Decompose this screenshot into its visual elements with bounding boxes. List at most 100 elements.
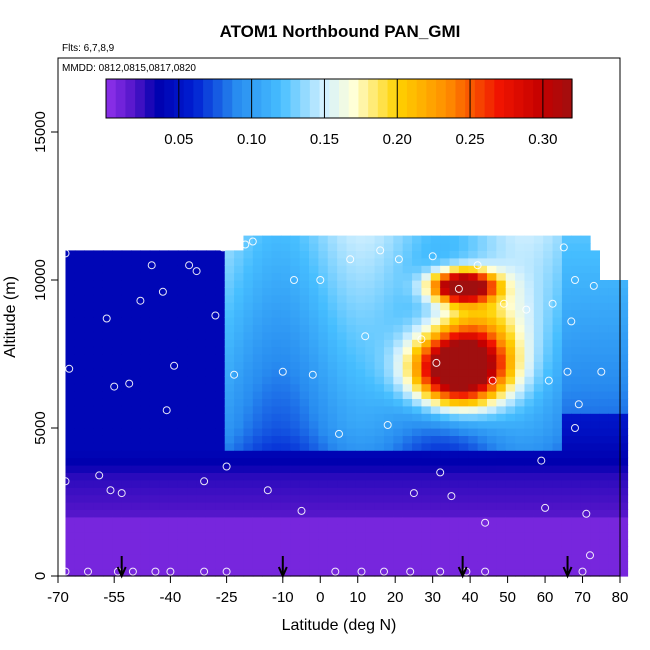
colorbar-segment [504,79,515,118]
heatmap-cell [290,413,301,422]
heatmap-cell [74,391,85,399]
heatmap-cell [131,309,142,318]
chart-title: ATOM1 Northbound PAN_GMI [220,22,461,41]
heatmap-cell [421,487,432,496]
heatmap-cell [149,568,160,577]
heatmap-cell [159,546,170,555]
heatmap-cell [131,546,142,555]
heatmap-cell [234,539,245,547]
heatmap-cell [318,250,329,259]
heatmap-cell [533,287,544,296]
heatmap-cell [102,539,113,547]
heatmap-cell [93,302,104,311]
heatmap-cell [486,413,497,422]
heatmap-cell [468,235,479,244]
heatmap-cell [374,265,385,274]
heatmap-cell [355,450,366,459]
heatmap-cell [215,391,226,399]
heatmap-cell [571,294,582,303]
heatmap-cell [515,450,526,459]
sample-point [65,364,74,373]
heatmap-cell [65,524,76,533]
heatmap-cell [177,287,188,296]
heatmap-cell [515,494,526,503]
heatmap-cell [430,354,441,362]
heatmap-cell [112,546,123,555]
heatmap-cell [571,398,582,407]
heatmap-cell [552,553,563,562]
heatmap-cell [440,257,451,266]
heatmap-cell [393,309,404,318]
heatmap-cell [234,479,245,488]
heatmap-cell [524,368,535,377]
heatmap-cell [533,450,544,459]
heatmap-cell [74,265,85,274]
heatmap-cell [299,457,310,466]
heatmap-cell [533,561,544,570]
heatmap-cell [421,324,432,333]
heatmap-cell [412,376,423,385]
heatmap-cell [290,428,301,436]
heatmap-cell [149,428,160,436]
heatmap-cell [234,531,245,540]
heatmap-cell [590,435,600,444]
heatmap-cell [215,539,226,547]
heatmap-cell [280,376,291,385]
heatmap-cell [505,294,516,303]
heatmap-cell [515,302,526,311]
heatmap-cell [430,235,441,244]
sample-point [200,477,209,486]
heatmap-cell [346,331,357,340]
heatmap-cell [355,553,366,562]
heatmap-cell [224,509,235,518]
heatmap-cell [177,487,188,496]
colorbar-segment [144,79,156,118]
heatmap-cell [131,361,142,370]
heatmap-cell [131,391,142,399]
heatmap-cell [290,280,301,288]
heatmap-cell [252,457,263,466]
heatmap-cell [599,472,610,481]
heatmap-cell [449,509,460,518]
heatmap-cell [121,509,132,518]
heatmap-cell [280,309,291,318]
heatmap-cell [215,531,226,540]
heatmap-cell [102,442,113,451]
heatmap-cell [327,553,338,562]
heatmap-cell [290,450,301,459]
heatmap-cell [168,494,179,503]
heatmap-cell [486,420,497,429]
heatmap-cell [346,346,357,355]
heatmap-cell [346,383,357,392]
heatmap-cell [121,546,132,555]
heatmap-cell [140,339,151,348]
heatmap-cell [252,472,263,481]
heatmap-cell [561,257,572,266]
heatmap-cell [234,324,245,333]
heatmap-cell [355,561,366,570]
heatmap-cell [552,568,563,577]
heatmap-cell [580,539,591,547]
heatmap-cell [355,257,366,266]
heatmap-cell [102,383,113,392]
heatmap-cell [318,487,329,496]
heatmap-cell [262,302,273,311]
heatmap-cell [327,546,338,555]
heatmap-cell [252,494,263,503]
heatmap-cell [486,376,497,385]
heatmap-cell [580,272,591,281]
heatmap-cell [421,346,432,355]
heatmap-cell [74,272,85,281]
sample-point [136,296,145,305]
heatmap-cell [515,420,526,429]
heatmap-cell [280,257,291,266]
heatmap-cell [571,479,582,488]
heatmap-cell [149,302,160,311]
heatmap-cell [187,383,198,392]
heatmap-cell [327,257,338,266]
heatmap-cell [121,346,132,355]
heatmap-cell [102,428,113,436]
heatmap-cell [515,257,526,266]
heatmap-cell [93,383,104,392]
heatmap-cell [402,524,413,533]
